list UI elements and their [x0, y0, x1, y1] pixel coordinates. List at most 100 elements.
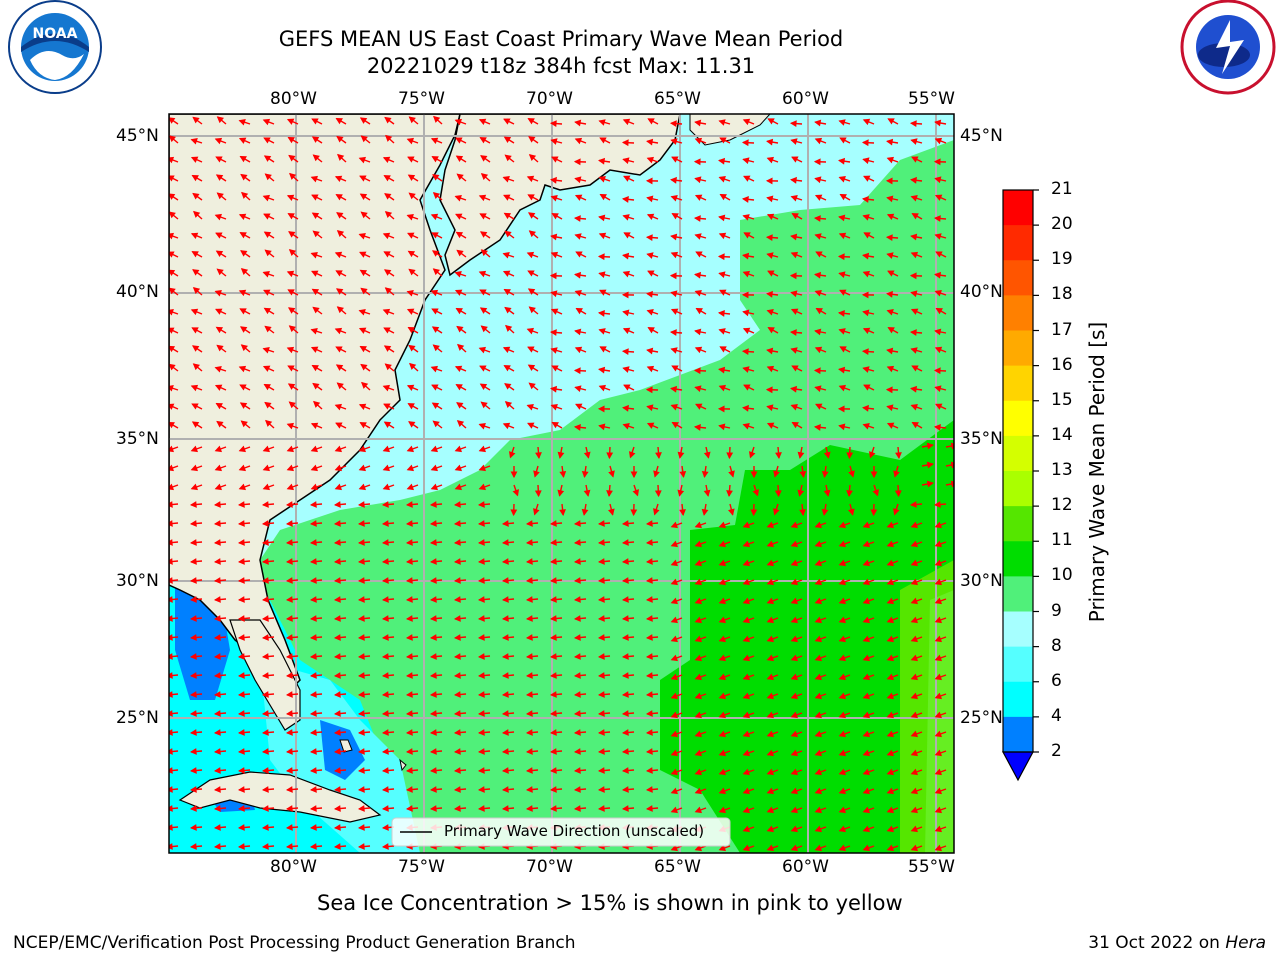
wave-arrow-head	[309, 710, 317, 717]
wave-arrow-head	[814, 654, 823, 662]
wave-arrow-head	[333, 615, 341, 622]
wave-arrow-head	[477, 805, 485, 812]
wave-arrow-head	[911, 156, 919, 163]
wave-arrow-head	[910, 233, 918, 241]
wave-arrow-head	[501, 539, 509, 546]
wave-arrow-head	[886, 138, 894, 146]
wave-arrow-head	[621, 786, 629, 793]
wave-direction-arrows	[169, 115, 954, 852]
wave-arrow	[169, 598, 179, 601]
wave-arrow-head	[886, 654, 895, 662]
wave-arrow-head	[237, 539, 245, 546]
wave-arrow-head	[694, 521, 703, 529]
wave-arrow-head	[264, 173, 272, 181]
wave-arrow-head	[549, 615, 557, 622]
wave-arrow-head	[861, 348, 869, 356]
wave-arrow-head	[285, 520, 293, 527]
colorbar-tick-label: 18	[1051, 284, 1073, 305]
wave-arrow-head	[645, 386, 653, 394]
wave-arrow-head	[214, 137, 223, 145]
wave-arrow-head	[718, 692, 727, 700]
wave-arrow	[169, 655, 179, 658]
wave-arrow-head	[191, 403, 199, 410]
wave-arrow-head	[909, 501, 917, 508]
wave-arrow-head	[814, 385, 822, 392]
wave-arrow-head	[573, 672, 581, 679]
wave-arrow-head	[333, 805, 341, 812]
wave-arrow-head	[766, 673, 775, 681]
wave-arrow-head	[359, 175, 367, 182]
wave-arrow-head	[766, 635, 775, 643]
chart-subtitle: 20221029 t18z 384h fcst Max: 11.31	[366, 54, 756, 78]
wave-arrow-head	[384, 363, 392, 371]
wave-arrow-head	[671, 421, 679, 429]
wave-arrow-head	[335, 194, 343, 201]
wave-arrow-head	[381, 729, 389, 736]
wave-arrow-head	[286, 445, 295, 453]
wave-arrow-head	[430, 445, 439, 453]
wave-arrow-head	[287, 213, 295, 220]
wave-arrow-head	[814, 616, 823, 624]
wave-arrow-head	[573, 653, 581, 660]
wave-arrow-head	[237, 824, 245, 831]
wave-arrow-head	[574, 119, 582, 127]
wave-arrow-head	[621, 291, 629, 299]
wave-arrow-head	[910, 403, 918, 411]
wave-arrow-head	[886, 673, 895, 681]
wave-arrow-head	[406, 464, 415, 472]
wave-arrow-head	[261, 710, 269, 717]
wave-arrow-head	[240, 420, 248, 428]
wave-arrow-head	[191, 345, 200, 352]
wave-arrow-head	[407, 250, 416, 258]
wave-arrow-head	[726, 452, 734, 460]
wave-arrow-head	[694, 635, 703, 643]
wave-arrow-head	[862, 366, 870, 373]
wave-arrow-head	[797, 489, 805, 497]
wave-arrow-head	[549, 120, 557, 128]
svg-text:NOAA: NOAA	[33, 26, 78, 42]
colorbar-tick-label: 2	[1051, 741, 1062, 761]
wave-arrow-head	[814, 673, 823, 681]
wave-arrow-head	[454, 194, 462, 202]
wave-arrow-head	[237, 596, 245, 603]
wave-arrow-head	[837, 253, 845, 261]
wave-arrow-head	[910, 768, 919, 776]
wave-arrow-head	[790, 673, 799, 681]
wave-arrow-head	[718, 673, 727, 681]
colorbar	[1001, 189, 1039, 782]
wave-arrow-head	[189, 653, 197, 660]
wave-arrow-head	[382, 483, 391, 491]
wave-arrow-head	[477, 786, 485, 793]
wave-arrow-head	[359, 345, 367, 353]
wave-arrow-head	[216, 344, 224, 352]
wave-arrow-head	[169, 287, 176, 295]
wave-arrow-head	[719, 137, 727, 144]
wave-arrow-head	[309, 653, 317, 660]
wave-arrow-head	[597, 634, 605, 641]
wave-arrow-head	[670, 540, 679, 548]
wave-arrow-head	[646, 404, 654, 412]
wave-arrow-head	[645, 520, 653, 527]
wave-arrow-head	[360, 135, 368, 143]
wave-arrow-head	[886, 787, 895, 795]
wave-arrow-head	[694, 176, 702, 184]
wave-arrow-head	[910, 540, 919, 548]
wave-arrow-head	[766, 422, 775, 429]
wave-arrow-head	[862, 327, 871, 335]
wave-arrow-head	[311, 270, 319, 277]
wave-arrow-head	[670, 806, 679, 814]
colorbar-block	[1003, 190, 1033, 226]
wave-arrow-head	[334, 445, 343, 453]
wave-arrow-head	[814, 844, 823, 852]
colorbar-tick-label: 13	[1051, 460, 1073, 480]
wave-arrow-head	[333, 691, 341, 698]
wave-arrow-head	[910, 806, 919, 814]
wave-arrow-head	[549, 577, 557, 584]
wave-arrow-head	[510, 509, 518, 517]
wave-arrow-head	[405, 786, 413, 793]
lon-label-bottom: 60°W	[782, 857, 829, 877]
wave-arrow-head	[357, 710, 365, 717]
wave-arrow-head	[694, 559, 703, 567]
wave-arrow-head	[478, 445, 487, 453]
